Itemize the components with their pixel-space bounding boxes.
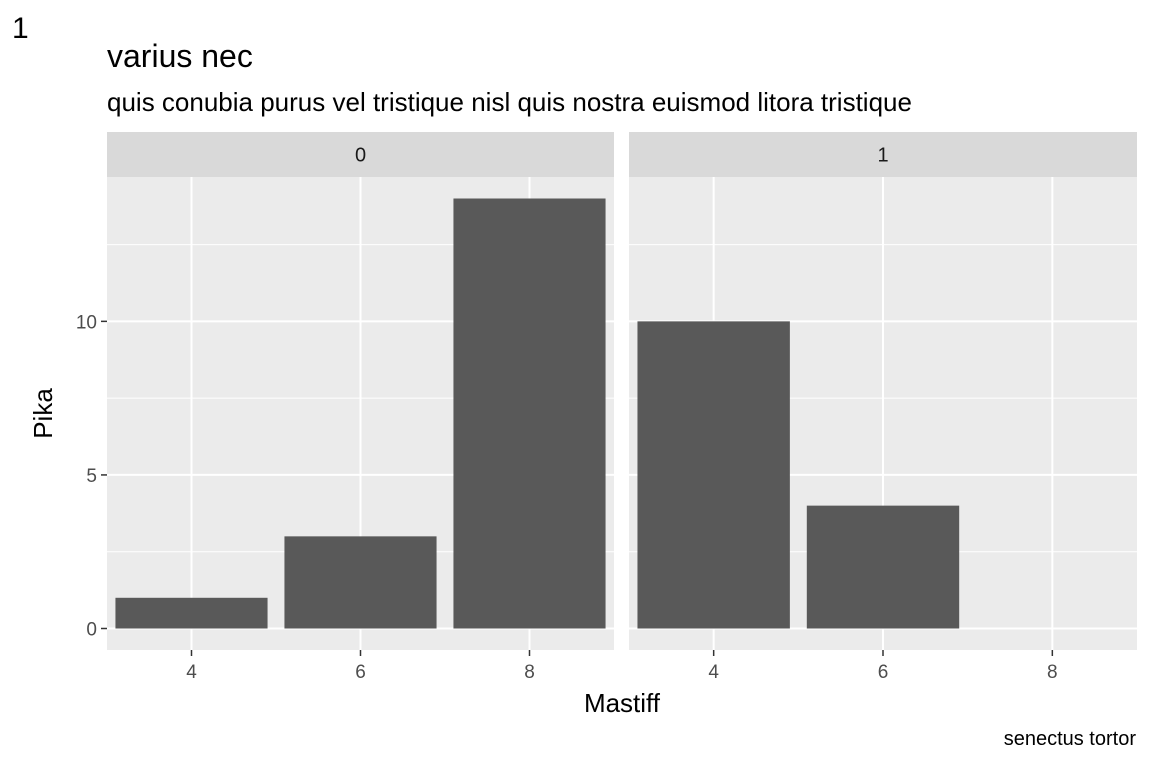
chart-caption: senectus tortor (1003, 728, 1136, 750)
bar-1-6 (806, 505, 960, 629)
x-tick-label: 6 (878, 662, 889, 683)
facet-strip (629, 132, 1137, 177)
bar-1-4 (637, 321, 790, 629)
facet-strip (107, 132, 614, 177)
y-axis-title: Pika (28, 388, 58, 439)
x-tick-label: 8 (524, 662, 535, 683)
x-tick-label: 4 (186, 662, 197, 683)
figure-tag: 1 (12, 12, 29, 45)
y-tick-label: 10 (76, 312, 97, 333)
chart-subtitle: quis conubia purus vel tristique nisl qu… (107, 87, 912, 117)
facet-label: 0 (355, 145, 366, 167)
bar-0-6 (284, 536, 437, 629)
x-tick-label: 4 (708, 662, 719, 683)
x-axis-title: Mastiff (584, 688, 661, 718)
bar-0-4 (115, 597, 268, 629)
chart-title: varius nec (107, 38, 253, 74)
bar-0-8 (453, 198, 606, 629)
x-tick-label: 6 (355, 662, 366, 683)
facet-label: 1 (877, 145, 888, 167)
y-tick-label: 0 (86, 620, 97, 641)
x-tick-label: 8 (1047, 662, 1058, 683)
y-tick-label: 5 (86, 466, 97, 487)
